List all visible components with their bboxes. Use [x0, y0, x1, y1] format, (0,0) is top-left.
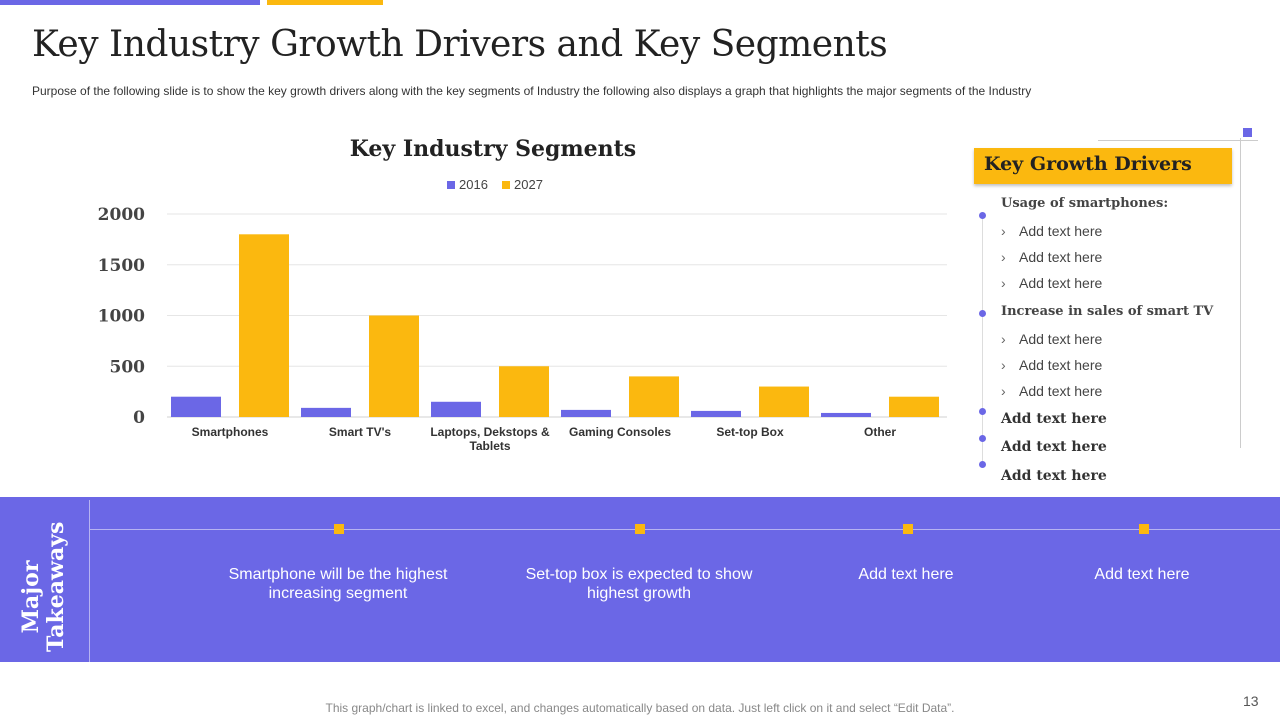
driver-extra: Add text here — [1001, 468, 1107, 484]
top-accent-bar-yellow — [267, 0, 383, 5]
takeaway-text: Add text here — [858, 566, 954, 583]
chevron-right-icon: › — [1001, 249, 1006, 265]
chevron-right-icon: › — [1001, 223, 1006, 239]
timeline-marker-icon — [334, 524, 344, 534]
bar-chart: Key Industry Segments 2016 2027 0 500 1000 1… — [98, 136, 947, 453]
drivers-header: Key Growth Drivers — [974, 148, 1232, 184]
y-tick-label: 1500 — [98, 256, 145, 276]
bar-2016-1 — [171, 396, 221, 417]
top-accent-bar-purple — [0, 0, 260, 5]
x-tick-label: Smartphones — [192, 425, 269, 439]
chevron-right-icon: › — [1001, 331, 1006, 347]
chevron-right-icon: › — [1001, 383, 1006, 399]
chevron-right-icon: › — [1001, 357, 1006, 373]
y-tick-label: 0 — [133, 408, 145, 428]
driver-heading-2: Increase in sales of smart TV — [1001, 304, 1214, 319]
drivers-title: Key Growth Drivers — [984, 153, 1192, 175]
frame-line-top — [1098, 140, 1258, 141]
takeaways-label: Major Takeaways — [18, 521, 69, 652]
driver-item: › Add text here — [1001, 383, 1102, 399]
driver-heading-1: Usage of smartphones: — [1001, 196, 1169, 211]
driver-extra: Add text here — [1001, 439, 1107, 455]
driver-item-text: Add text here — [1019, 357, 1103, 373]
bullet-dot-icon — [979, 435, 986, 442]
bar-2027-5 — [759, 386, 809, 417]
page-title: Key Industry Growth Drivers and Key Segm… — [32, 24, 888, 65]
bar-2027-1 — [239, 234, 289, 417]
driver-item: › Add text here — [1001, 223, 1102, 239]
takeaway-text: Set-top box is expected to show highest … — [525, 566, 753, 602]
chart-title: Key Industry Segments — [350, 136, 636, 162]
driver-item: › Add text here — [1001, 357, 1102, 373]
takeaway-text: Smartphone will be the highest increasin… — [228, 566, 448, 602]
bar-2016-4 — [561, 409, 611, 417]
driver-item: › Add text here — [1001, 249, 1102, 265]
x-axis-ticks: Smartphones Smart TV's Laptops, Dekstops &… — [192, 425, 897, 453]
x-tick-label: Gaming Consoles — [569, 425, 671, 439]
chart-legend: 2016 2027 — [447, 177, 543, 192]
timeline-marker-icon — [903, 524, 913, 534]
x-tick-label: Smart TV's — [329, 425, 392, 439]
bullet-dot-icon — [979, 212, 986, 219]
chart-bars — [171, 234, 939, 417]
driver-item-text: Add text here — [1019, 383, 1103, 399]
driver-item-text: Add text here — [1019, 331, 1103, 347]
bar-2016-2 — [301, 407, 351, 417]
footer-note: This graph/chart is linked to excel, and… — [325, 701, 955, 715]
bar-2016-3 — [431, 401, 481, 417]
legend-label: 2027 — [514, 177, 543, 192]
chart-gridlines — [167, 213, 947, 418]
driver-item-text: Add text here — [1019, 275, 1103, 291]
bar-2027-2 — [369, 315, 419, 417]
driver-item: › Add text here — [1001, 331, 1102, 347]
page-subtitle: Purpose of the following slide is to sho… — [32, 84, 1032, 98]
frame-line-right — [1240, 138, 1241, 448]
takeaways-timeline — [89, 529, 1280, 530]
driver-item-text: Add text here — [1019, 249, 1103, 265]
takeaway-text: Add text here — [1094, 566, 1190, 583]
driver-item: › Add text here — [1001, 275, 1102, 291]
bar-2027-4 — [629, 376, 679, 417]
driver-extra: Add text here — [1001, 411, 1107, 427]
legend-label: 2016 — [459, 177, 488, 192]
bullet-dot-icon — [979, 310, 986, 317]
legend-swatch-2016 — [447, 181, 455, 189]
bullet-dot-icon — [979, 408, 986, 415]
y-tick-label: 500 — [110, 357, 146, 377]
y-axis-ticks: 0 500 1000 1500 2000 — [98, 205, 145, 428]
y-tick-label: 1000 — [98, 307, 145, 327]
y-tick-label: 2000 — [98, 205, 145, 225]
bar-2016-5 — [691, 410, 741, 417]
drivers-timeline-line — [982, 212, 983, 467]
takeaways-divider — [89, 500, 90, 662]
x-tick-label: Other — [864, 425, 896, 439]
timeline-marker-icon — [1139, 524, 1149, 534]
x-tick-label: Set-top Box — [716, 425, 784, 439]
page-number: 13 — [1243, 693, 1259, 709]
corner-square-icon — [1243, 128, 1252, 137]
bar-2016-6 — [821, 412, 871, 417]
bar-2027-3 — [499, 366, 549, 417]
chevron-right-icon: › — [1001, 275, 1006, 291]
x-tick-label: Laptops, Dekstops & Tablets — [430, 425, 550, 453]
driver-item-text: Add text here — [1019, 223, 1103, 239]
timeline-marker-icon — [635, 524, 645, 534]
bar-2027-6 — [889, 396, 939, 417]
bullet-dot-icon — [979, 461, 986, 468]
legend-swatch-2027 — [502, 181, 510, 189]
